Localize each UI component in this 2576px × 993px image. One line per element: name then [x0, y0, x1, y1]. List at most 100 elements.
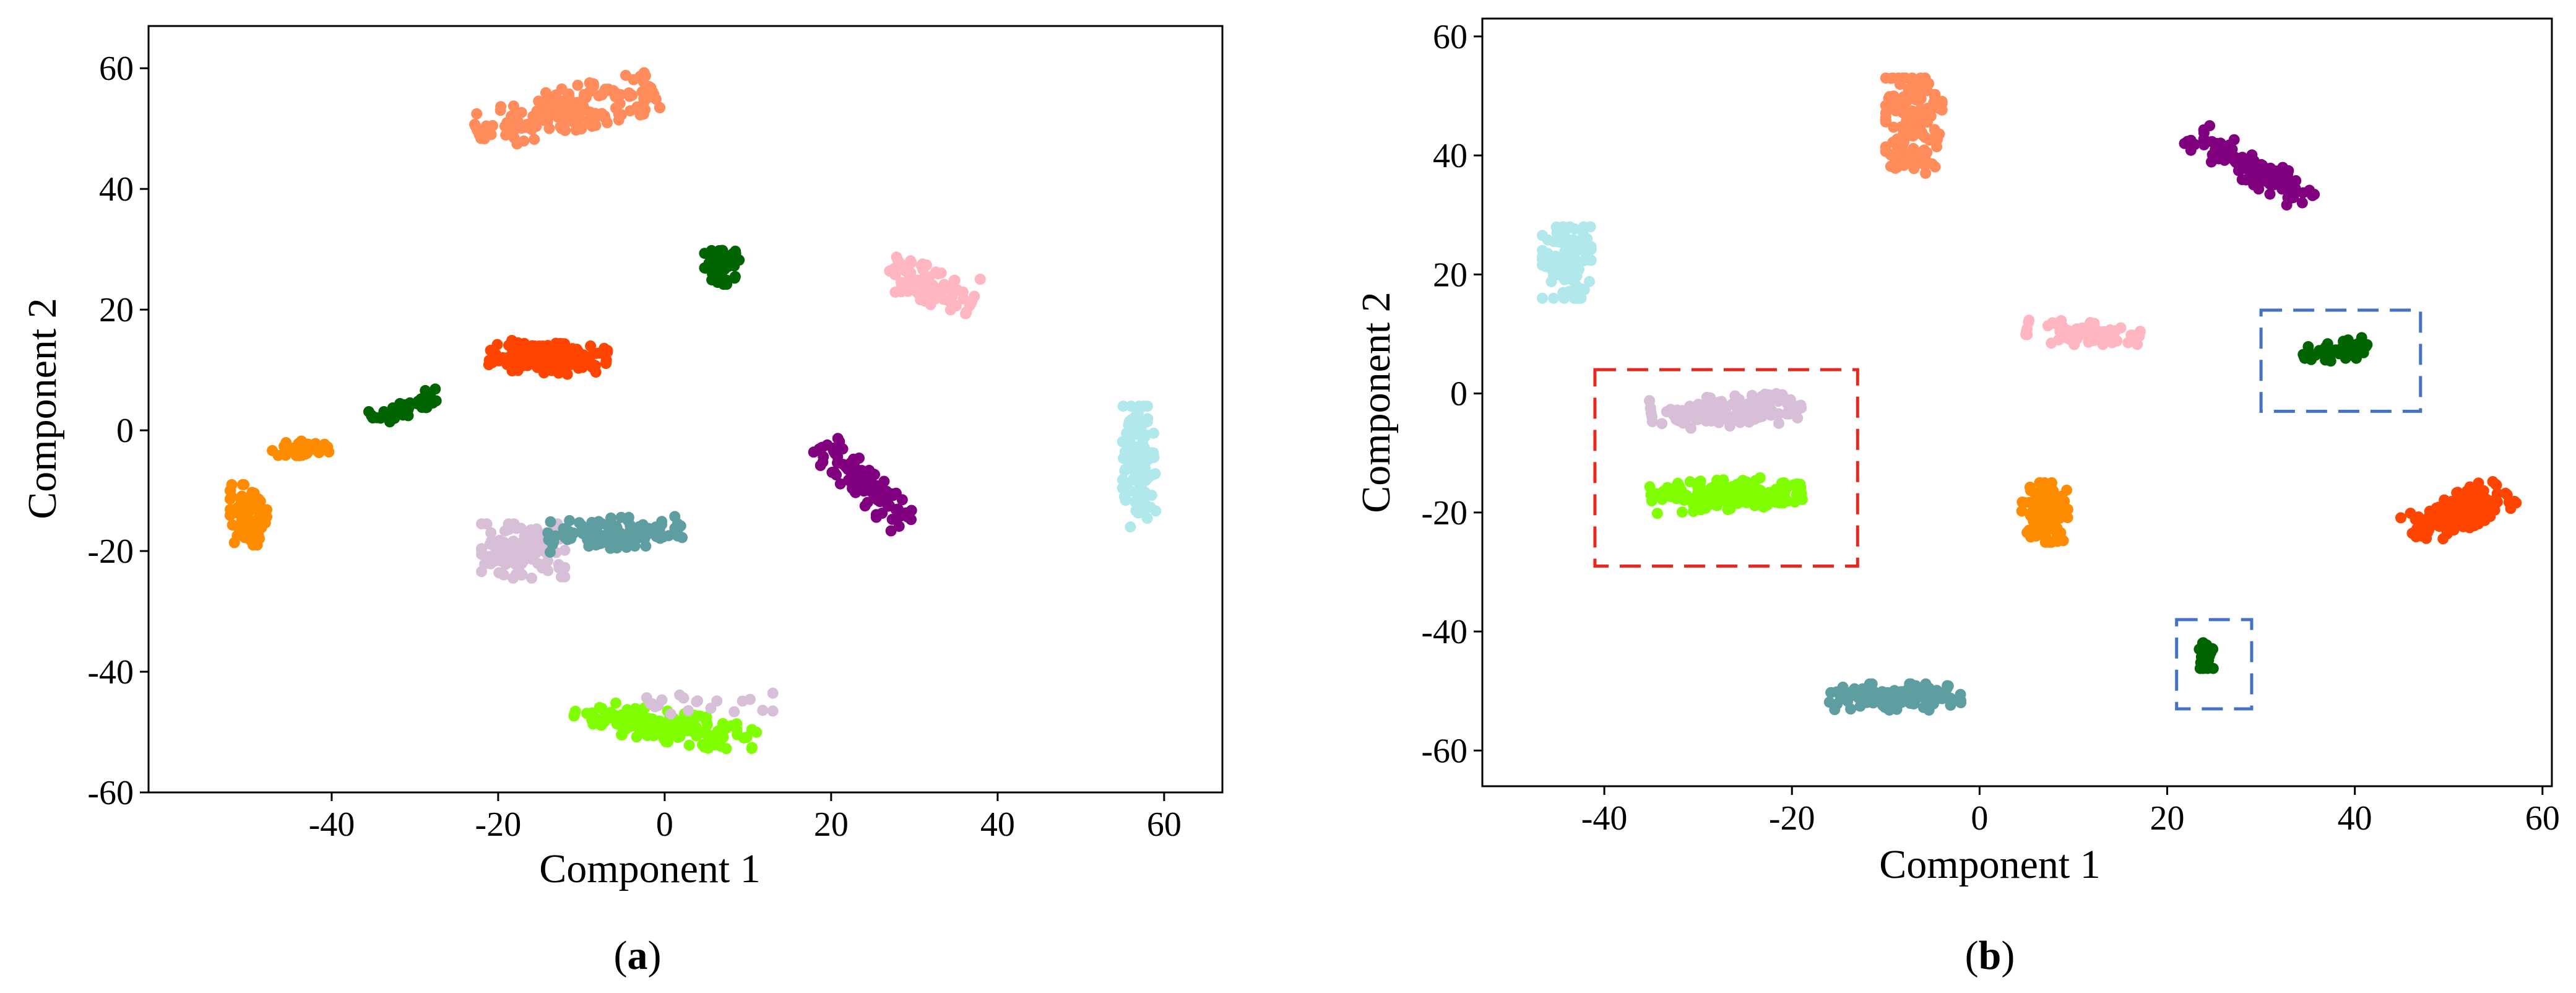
y-tick-label: 40: [99, 170, 134, 209]
scatter-point-a-c12: [683, 705, 694, 716]
scatter-point-b-c10: [1866, 678, 1878, 690]
scatter-point-a-c0: [533, 95, 545, 107]
scatter-point-b-c0: [1908, 163, 1920, 175]
scatter-point-a-c4: [363, 406, 374, 417]
scatter-point-a-c4: [387, 402, 399, 414]
scatter-point-b-c1: [2277, 162, 2289, 173]
scatter-point-b-c8: [2491, 488, 2503, 500]
scatter-point-a-c11: [642, 730, 654, 741]
scatter-point-b-c5: [1671, 404, 1683, 416]
x-tick-label: -40: [309, 805, 355, 844]
scatter-point-a-c9: [532, 558, 543, 570]
scatter-point-a-c10: [568, 527, 579, 539]
scatter-point-b-c9: [2201, 655, 2213, 667]
scatter-point-b-c8: [2452, 487, 2463, 498]
scatter-point-a-c10: [564, 515, 576, 526]
scatter-point-b-c8: [2437, 533, 2449, 545]
scatter-point-a-c7: [1138, 401, 1149, 412]
scatter-point-a-c0: [540, 87, 551, 98]
scatter-point-a-c2: [905, 275, 917, 287]
panel-caption-a: (a): [614, 933, 662, 978]
scatter-point-b-c4: [2355, 341, 2367, 353]
scatter-point-b-c5: [1773, 417, 1784, 429]
scatter-point-a-c9: [485, 527, 497, 539]
scatter-point-b-c3: [2047, 317, 2059, 329]
y-tick-label: 40: [1433, 137, 1467, 175]
scatter-point-b-c0: [1903, 89, 1914, 100]
scatter-point-a-c3: [602, 345, 613, 357]
scatter-point-a-c3: [553, 357, 565, 368]
scatter-point-a-c2: [914, 285, 926, 297]
scatter-point-b-c1: [2284, 181, 2296, 193]
scatter-point-b-c7: [2051, 505, 2062, 516]
highlight-boxes-b: [1593, 308, 2423, 711]
scatter-point-a-c10: [576, 519, 587, 531]
scatter-point-a-c0: [529, 134, 540, 145]
scatter-point-a-c0: [615, 89, 626, 100]
scatter-point-a-c8: [847, 469, 858, 481]
scatter-point-a-c11: [720, 743, 732, 755]
scatter-point-b-c0: [1907, 123, 1919, 135]
scatter-point-a-c2: [915, 260, 927, 272]
scatter-point-a-c11: [672, 728, 683, 740]
scatter-point-b-c6: [1695, 504, 1706, 516]
scatter-point-a-c0: [584, 77, 595, 89]
scatter-point-a-c3: [524, 352, 536, 364]
scatter-point-a-c3: [558, 346, 569, 358]
scatter-point-b-c8: [2442, 510, 2453, 522]
scatter-point-b-c0: [1915, 108, 1927, 119]
y-tick-label: 0: [116, 412, 134, 450]
scatter-point-b-c0: [1894, 79, 1906, 90]
scatter-point-b-c1: [2228, 134, 2240, 145]
scatter-point-a-c3: [546, 349, 558, 361]
scatter-point-a-c7: [1139, 462, 1151, 474]
y-tick-label: -40: [1421, 613, 1467, 651]
scatter-point-b-c6: [1684, 476, 1696, 488]
scatter-point-b-c5: [1783, 408, 1795, 420]
scatter-point-a-c8: [889, 488, 901, 500]
scatter-point-a-c6: [227, 519, 238, 531]
scatter-point-b-c1: [2262, 175, 2274, 186]
scatter-point-a-c1: [729, 272, 740, 284]
scatter-point-a-c2: [896, 277, 907, 288]
scatter-point-a-c10: [611, 522, 623, 534]
scatter-point-a-c8: [895, 508, 907, 520]
scatter-point-a-c0: [507, 120, 519, 132]
scatter-point-a-c10: [582, 534, 594, 545]
scatter-point-b-c7: [2062, 503, 2073, 515]
scatter-point-a-c11: [677, 717, 689, 729]
highlight-box-1: [2259, 308, 2423, 413]
scatter-point-a-c0: [599, 86, 610, 98]
scatter-point-b-c10: [1848, 690, 1860, 701]
scatter-point-a-c3: [517, 360, 529, 371]
scatter-point-a-c6: [225, 484, 236, 496]
scatter-point-a-c10: [558, 523, 569, 535]
scatter-point-a-c10: [621, 542, 633, 553]
scatter-point-a-c11: [568, 710, 580, 722]
scatter-point-a-c11: [650, 720, 662, 732]
scatter-point-b-c0: [1880, 100, 1891, 111]
scatter-point-a-c2: [935, 267, 947, 279]
scatter-point-a-c3: [506, 335, 517, 346]
scatter-point-b-c8: [2446, 496, 2458, 507]
x-tick-label: 0: [1971, 799, 1988, 838]
scatter-point-b-c2: [1585, 243, 1597, 255]
scatter-point-a-c3: [506, 353, 517, 365]
scatter-point-b-c3: [2132, 339, 2143, 350]
scatter-point-a-c9: [559, 544, 571, 556]
scatter-point-a-c7: [1143, 471, 1154, 483]
scatter-point-a-c12: [705, 703, 717, 714]
scatter-point-a-c0: [564, 98, 576, 110]
highlight-box-2: [2175, 618, 2254, 711]
scatter-point-b-c6: [1650, 488, 1662, 500]
scatter-point-b-c1: [2206, 149, 2218, 160]
scatter-point-b-c5: [1750, 401, 1762, 412]
scatter-point-b-c3: [2097, 339, 2109, 350]
y-axis-label-b: Component 2: [1354, 292, 1399, 513]
scatter-point-a-c6: [237, 479, 248, 490]
scatter-point-a-c8: [834, 478, 846, 490]
scatter-point-b-c2: [1540, 261, 1552, 272]
scatter-point-a-c9: [510, 568, 522, 580]
y-tick-label: 0: [1450, 375, 1467, 414]
scatter-point-a-c9: [476, 566, 487, 578]
